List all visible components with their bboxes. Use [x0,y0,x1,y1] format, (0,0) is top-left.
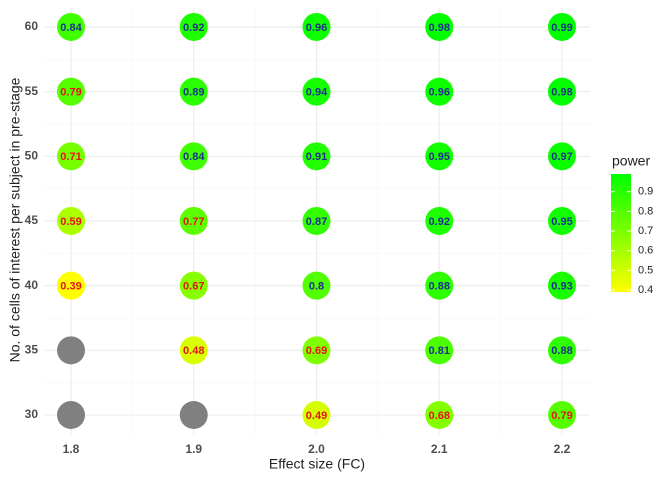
data-label: 0.49 [306,410,327,422]
data-label: 0.92 [183,22,204,34]
point [548,12,576,41]
point [548,336,576,365]
point [179,142,208,171]
data-label: 0.48 [183,345,204,357]
point [302,271,331,300]
data-label: 0.93 [551,281,572,293]
point [179,206,208,235]
point [57,77,85,106]
data-label: 0.84 [60,22,82,34]
point [302,142,331,171]
data-label: 0.87 [306,216,327,228]
point [425,336,454,365]
data-label: 0.97 [551,151,572,163]
data-label: 0.39 [60,281,81,293]
colorbar-tick-label: 0.4 [638,284,653,296]
data-label: 0.77 [183,216,204,228]
point [425,142,454,171]
point [548,206,576,235]
point [57,271,85,300]
x-tick-label: 2.2 [554,442,571,456]
point [179,336,208,365]
point [425,206,454,235]
data-label: 0.92 [429,216,450,228]
x-tick-label: 1.8 [63,442,80,456]
na-point [179,401,208,429]
data-label: 0.98 [429,22,450,34]
point [179,271,208,300]
point [302,401,331,429]
point [302,336,331,365]
y-tick-label: 50 [25,148,39,162]
colorbar-tick-label: 0.8 [638,205,653,217]
y-tick-label: 30 [25,407,39,421]
data-label: 0.96 [429,87,450,99]
data-label: 0.94 [306,87,328,99]
data-label: 0.98 [551,87,572,99]
y-axis-title: No. of cells of interest per subject in … [7,77,23,362]
x-tick-label: 2.1 [431,442,448,456]
data-label: 0.8 [309,281,324,293]
na-point [57,336,85,365]
data-label: 0.96 [306,22,327,34]
y-tick-label: 60 [25,19,39,33]
y-tick-label: 40 [25,278,39,292]
point [179,12,208,41]
point [425,77,454,106]
point [425,271,454,300]
point [425,12,454,41]
y-tick-label: 35 [25,343,39,357]
colorbar-tick-label: 0.9 [638,186,653,198]
data-label: 0.88 [551,345,572,357]
data-label: 0.71 [60,151,81,163]
point [548,142,576,171]
data-label: 0.79 [551,410,572,422]
colorbar-tick-label: 0.6 [638,245,653,257]
point [179,77,208,106]
point [302,206,331,235]
point [57,142,85,171]
data-label: 0.79 [60,87,81,99]
data-label: 0.95 [551,216,572,228]
point [302,12,331,41]
data-label: 0.88 [429,281,450,293]
data-label: 0.68 [429,410,450,422]
y-tick-label: 55 [25,84,39,98]
data-label: 0.95 [429,151,450,163]
x-axis-title: Effect size (FC) [269,456,365,472]
data-label: 0.69 [306,345,327,357]
data-label: 0.81 [429,345,450,357]
point [548,401,576,429]
colorbar-tick-label: 0.5 [638,264,653,276]
y-tick-label: 45 [25,213,39,227]
x-tick-label: 2.0 [308,442,325,456]
colorbar-tick-label: 0.7 [638,225,653,237]
data-label: 0.91 [306,151,327,163]
point [548,271,576,300]
x-tick-label: 1.9 [185,442,202,456]
data-label: 0.67 [183,281,204,293]
data-label: 0.84 [183,151,205,163]
point [57,12,85,41]
point [548,77,576,106]
data-label: 0.89 [183,87,204,99]
point [425,401,454,429]
data-label: 0.99 [551,22,572,34]
point [57,206,85,235]
legend-title: power [612,153,650,169]
point [302,77,331,106]
na-point [57,401,85,429]
colorbar [611,174,631,292]
data-label: 0.59 [60,216,81,228]
